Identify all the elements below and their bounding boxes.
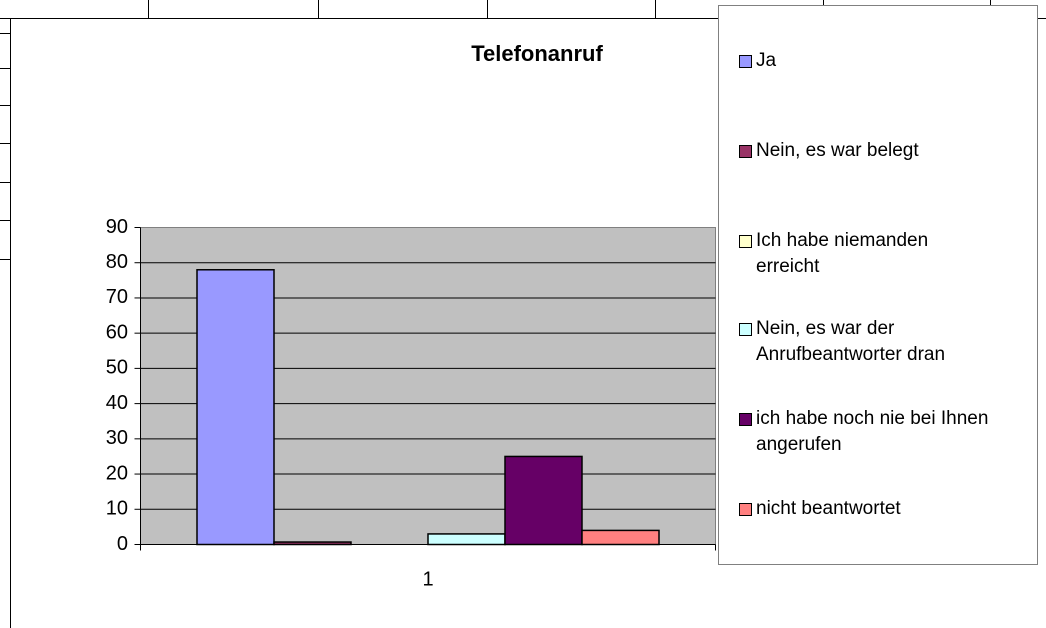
y-tick-label: 0 (117, 533, 128, 555)
legend-entry: ich habe noch nie bei Ihnen angerufen (739, 406, 989, 458)
chart-title: Telefonanruf (471, 41, 603, 66)
y-tick-label: 80 (106, 251, 128, 273)
y-tick-label: 90 (106, 216, 128, 238)
bar (427, 533, 506, 546)
legend-entry: nicht beantwortet (739, 496, 989, 522)
legend-entry: Ich habe niemanden erreicht (739, 228, 989, 280)
legend-label: Ich habe niemanden erreicht (756, 230, 929, 277)
legend-label: Nein, es war belegt (756, 140, 919, 161)
legend-entry: Nein, es war belegt (739, 138, 989, 164)
y-tick-label: 60 (106, 321, 128, 343)
legend-swatch (739, 55, 752, 68)
y-tick-label: 70 (106, 286, 128, 308)
legend-entry: Nein, es war der Anrufbeantworter dran (739, 316, 989, 368)
bar (581, 529, 660, 546)
legend-swatch (739, 323, 752, 336)
legend: Ja Nein, es war belegt Ich habe niemanden … (718, 5, 1038, 565)
bar (273, 541, 352, 546)
x-tick-label: 1 (422, 568, 433, 590)
y-tick-label: 50 (106, 357, 128, 379)
legend-entry: Ja (739, 48, 989, 74)
legend-swatch (739, 145, 752, 158)
legend-label: nicht beantwortet (756, 498, 901, 519)
y-tick-label: 40 (106, 392, 128, 414)
bar (196, 269, 275, 546)
legend-swatch (739, 413, 752, 426)
legend-swatch (739, 503, 752, 516)
y-tick-label: 20 (106, 462, 128, 484)
legend-label: Nein, es war der Anrufbeantworter dran (756, 318, 946, 365)
y-tick-label: 30 (106, 427, 128, 449)
bar (504, 455, 583, 546)
legend-swatch (739, 235, 752, 248)
legend-label: Ja (756, 50, 777, 71)
legend-label: ich habe noch nie bei Ihnen angerufen (756, 408, 989, 455)
y-tick-label: 10 (106, 498, 128, 520)
